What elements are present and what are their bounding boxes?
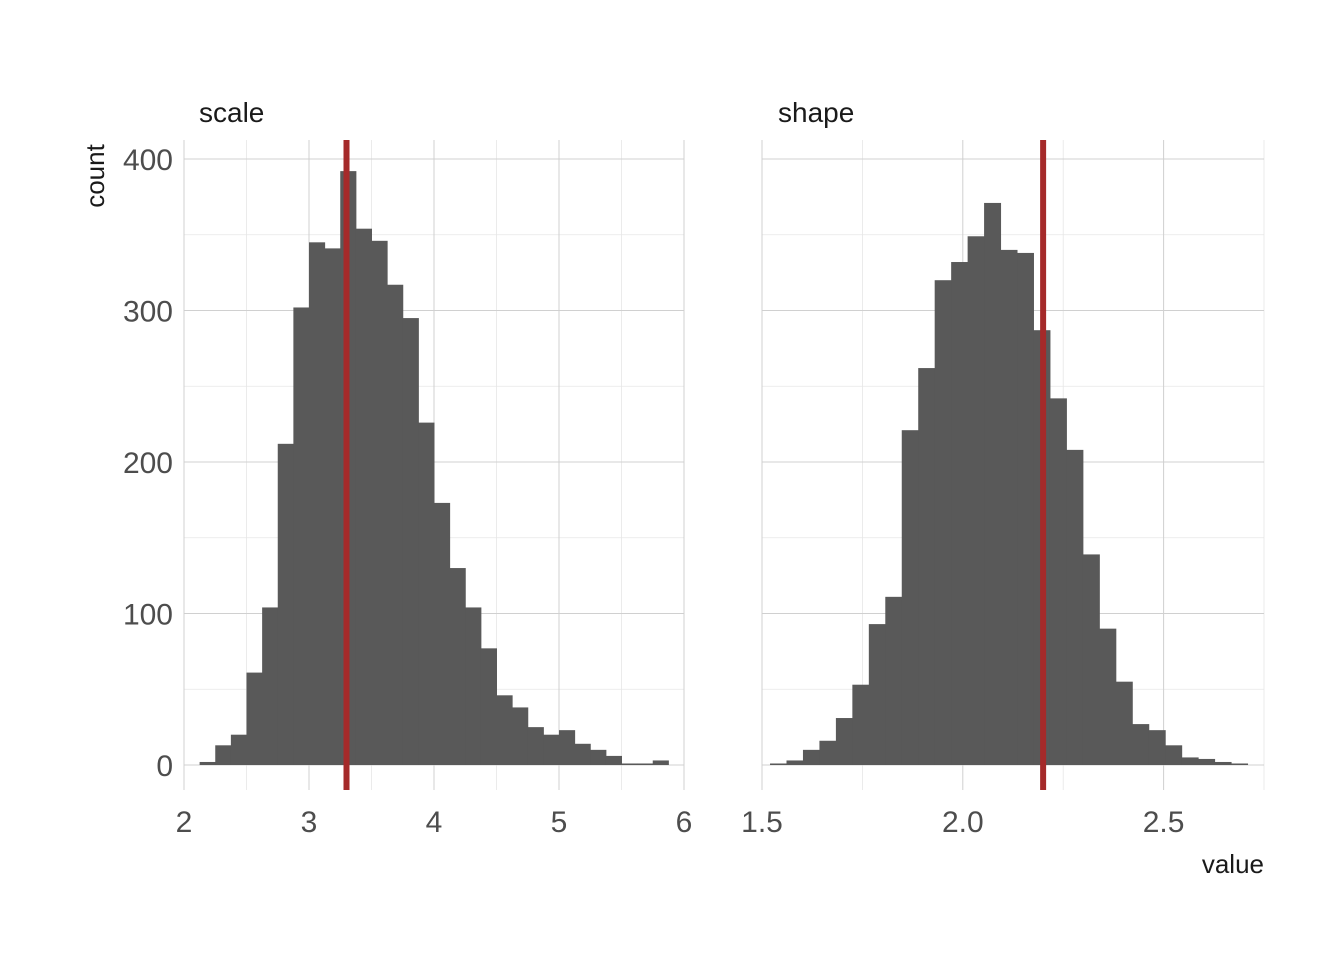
histogram-bar [1000,249,1018,765]
histogram-bar [199,761,216,765]
histogram-bar [324,248,341,765]
y-tick-label: 400 [123,144,173,177]
histogram-bar [1231,763,1249,765]
histogram-bar [496,695,513,765]
histogram-bar [277,443,294,765]
histogram-bar [230,734,247,765]
panel-title: scale [199,97,264,128]
histogram-bar [465,607,482,765]
histogram-bar [1049,398,1067,765]
x-tick-label: 1.5 [741,806,783,839]
histogram-bar [387,284,404,765]
histogram-bar [1181,757,1199,765]
histogram-bar [1017,252,1034,765]
x-axis-title: value [1202,849,1264,879]
histogram-bar [574,743,591,765]
y-tick-label: 300 [123,296,173,329]
histogram-bar [1115,681,1133,765]
y-tick-label: 0 [156,750,173,783]
histogram-bar [951,262,969,765]
histogram-bar [590,749,607,765]
y-tick-label: 200 [123,447,173,480]
x-tick-label: 4 [426,806,443,839]
panel-shape: 1.5 2.0 2.5 shape [741,97,1265,839]
y-axis-title: count [80,143,110,207]
histogram-bar [559,730,576,765]
histogram-bar [1099,628,1117,765]
x-tick-label: 5 [551,806,568,839]
histogram-bar [918,368,936,765]
histogram-bar [215,745,232,765]
histogram-bar [418,422,435,765]
histogram-bar [885,596,903,765]
histogram-bar [1066,449,1084,765]
histogram-bar [835,718,853,765]
histogram-bar [984,202,1002,765]
x-tick-label: 2 [176,806,193,839]
x-tick-label: 2.0 [942,806,984,839]
histogram-bar [621,763,638,765]
histogram-bar [402,318,419,765]
histogram-bar [1132,724,1150,765]
histogram-bar [819,740,837,765]
histogram-bar [449,568,466,765]
panel-scale: 2 3 4 5 6 0 100 200 300 400 scale [123,97,692,839]
histogram-bar [434,502,451,765]
histogram-bar [786,760,804,765]
x-tick-label: 2.5 [1143,806,1185,839]
panel-title: shape [778,97,854,128]
histogram-bar [309,242,326,765]
histogram-bar [868,624,886,765]
histogram-bar [605,755,622,765]
histogram-bar [527,727,544,765]
histogram-bar [652,760,669,765]
histogram-bar [934,280,952,765]
histogram-bar [512,707,529,765]
histogram-bar [967,236,985,765]
x-tick-label: 6 [676,806,693,839]
histogram-bar [480,648,497,765]
x-tick-label: 3 [301,806,318,839]
histogram-bar [637,763,654,765]
histogram-bar [852,684,870,765]
histogram-bar [1082,554,1100,765]
histogram-bar [1214,761,1232,765]
histogram-bar [246,672,263,765]
histogram-bar [371,240,388,765]
histogram-bar [543,734,560,765]
histogram-bar [1148,730,1166,765]
histogram-bar [802,749,820,765]
histogram-bar [293,307,310,765]
histogram-bar [1165,745,1183,765]
y-tick-label: 100 [123,599,173,632]
histogram-bar [262,607,279,765]
histogram-bar [355,228,372,765]
histogram-bar [770,763,787,765]
histogram-bar [901,430,919,765]
histogram-bar [1198,758,1216,765]
